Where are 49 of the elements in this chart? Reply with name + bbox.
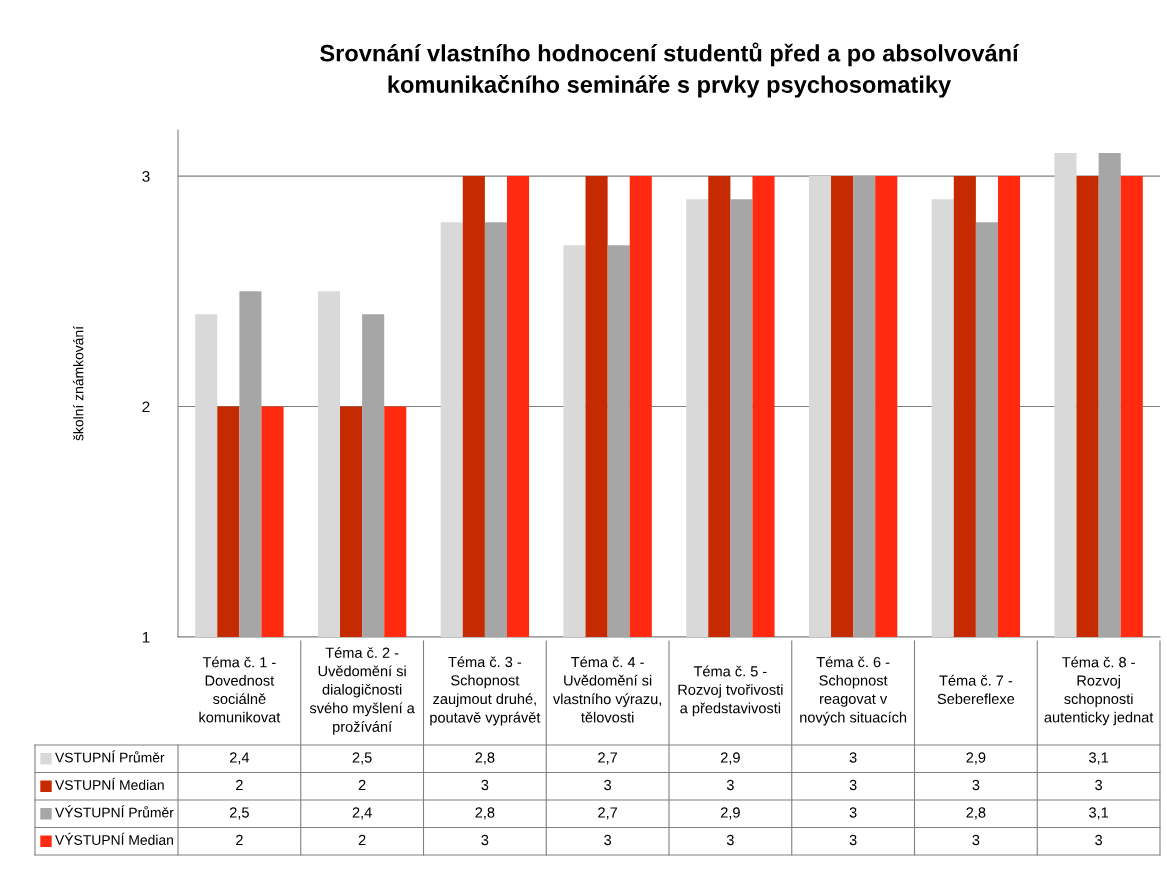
data-label: 2,7 — [598, 752, 618, 765]
data-label: 3,1 — [1089, 807, 1109, 820]
data-label: 2,4 — [352, 807, 372, 820]
data-label: 3 — [849, 779, 857, 791]
data-label: 3 — [849, 834, 857, 846]
data-label: 3 — [726, 834, 734, 846]
data-label: 3 — [481, 834, 489, 846]
data-label: 3 — [1095, 779, 1103, 791]
data-label: 3 — [1095, 834, 1103, 846]
x-tick-label: Téma č. 4 - Uvědomění si vlastního výrazu, tělovosti — [552, 656, 662, 723]
x-tick-label: Téma č. 1 - Dovednost sociálně komunikovat — [199, 656, 281, 723]
legend-label: VSTUPNÍ Median — [55, 777, 164, 790]
x-tick-label: Téma č. 3 - Schopnost zaujmout druhé, poutavě vyprávět — [430, 656, 541, 726]
data-label: 3 — [726, 779, 734, 791]
legend-label: VÝSTUPNÍ Median — [55, 832, 173, 845]
data-label: 2 — [236, 834, 243, 846]
x-tick-label: Téma č. 6 - Schopnost reagovat v nových situacích — [800, 656, 907, 726]
x-tick-label: Téma č. 5 - Rozvoj tvořivosti a představivosti — [678, 665, 783, 717]
x-tick-label: Téma č. 7 - Sebereflexe — [937, 674, 1015, 705]
data-label: 2 — [236, 779, 243, 791]
legend-label: VÝSTUPNÍ Průměr — [55, 805, 174, 818]
data-label: 2,9 — [720, 807, 740, 820]
data-label: 3 — [849, 807, 857, 818]
data-label: 2,8 — [966, 807, 986, 820]
data-label: 3,1 — [1089, 752, 1109, 765]
y-axis-title: školní známkování — [73, 326, 84, 441]
data-label: 2,5 — [352, 752, 372, 765]
data-label: 3 — [972, 834, 980, 846]
data-label: 2,8 — [475, 807, 495, 820]
data-label: 2,5 — [229, 807, 249, 820]
legend-label: VSTUPNÍ Průměr — [55, 750, 165, 763]
data-label: 2 — [358, 779, 366, 791]
data-label: 2 — [358, 834, 366, 846]
data-label: 2,4 — [229, 752, 250, 765]
chart-title: Srovnání vlastního hodnocení studentů před a po absolvování komunikačního semináře s prvky psychosomatiky — [320, 42, 1020, 98]
data-label: 2,9 — [966, 752, 986, 765]
data-label: 3 — [481, 779, 489, 791]
y-tick-label: 1 — [142, 632, 150, 643]
data-label: 3 — [604, 779, 612, 791]
data-label: 3 — [604, 834, 612, 846]
data-label: 3 — [849, 752, 857, 763]
y-tick-label: 2 — [142, 401, 150, 413]
data-label: 2,9 — [720, 752, 740, 765]
data-label: 2,8 — [475, 752, 495, 765]
x-tick-label: Téma č. 8 - Rozvoj schopnosti autenticky jednat — [1044, 656, 1154, 726]
data-label: 3 — [972, 779, 980, 791]
y-tick-label: 3 — [142, 170, 150, 182]
data-label: 2,7 — [598, 807, 618, 820]
x-tick-label: Téma č. 2 - Uvědomění si dialogičnosti svého myšlení a prožívání — [309, 647, 415, 735]
